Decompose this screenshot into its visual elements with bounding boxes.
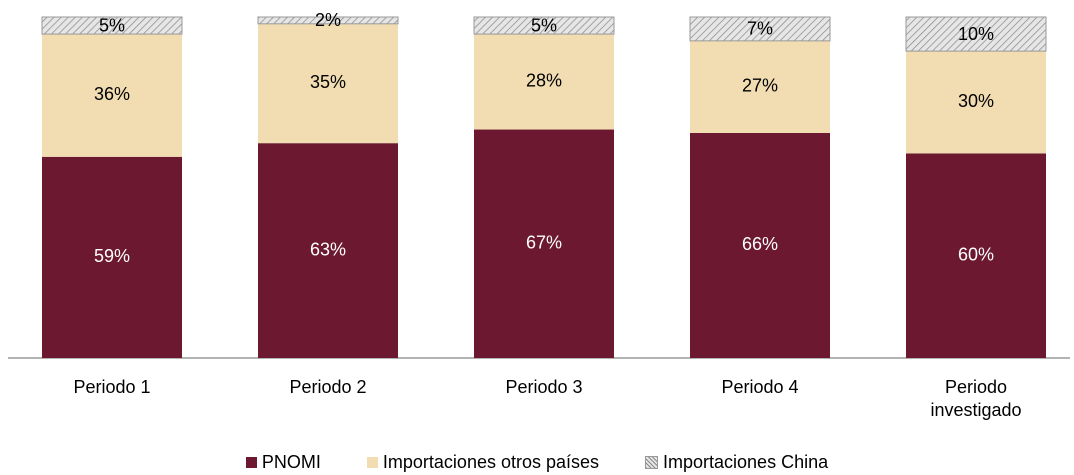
value-label: 10%	[958, 24, 994, 44]
value-label: 30%	[958, 91, 994, 111]
value-label: 28%	[526, 71, 562, 91]
bar-segment	[258, 143, 398, 358]
bar-segment	[258, 23, 398, 144]
value-label: 7%	[747, 19, 773, 39]
value-label: 27%	[742, 76, 778, 96]
value-label: 66%	[742, 234, 778, 254]
value-label: 35%	[310, 72, 346, 92]
bar-segment	[906, 153, 1046, 358]
x-tick-label: Periodo 3	[505, 377, 583, 397]
legend-item: PNOMI	[245, 452, 321, 473]
bar-segment	[690, 132, 830, 358]
bar-segment	[689, 16, 831, 42]
value-label: 67%	[526, 233, 562, 253]
value-label: 63%	[310, 239, 346, 259]
bar-segment	[42, 156, 182, 358]
bar-segment	[474, 129, 614, 358]
legend-label: Importaciones China	[663, 452, 829, 472]
bar-segment	[474, 34, 614, 130]
value-label: 5%	[531, 15, 557, 35]
value-label: 60%	[958, 244, 994, 264]
bar-segment	[906, 51, 1046, 154]
legend-item: Importaciones otros países	[366, 452, 600, 473]
legend-label: Importaciones otros países	[382, 452, 600, 472]
bar-segment	[905, 16, 1047, 52]
value-label: 2%	[315, 10, 341, 30]
bar-segment	[473, 16, 615, 35]
value-label: 5%	[99, 15, 125, 35]
legend-label: PNOMI	[261, 452, 321, 472]
legend-swatch	[645, 456, 659, 469]
bar-segment	[690, 40, 830, 133]
x-tick-label: Periodo 1	[73, 377, 151, 397]
x-tick-label: Periodo 4	[721, 377, 799, 397]
value-label: 36%	[94, 84, 130, 104]
bar-segment	[257, 16, 399, 25]
legend: PNOMI Importaciones otros países Importaci…	[0, 452, 1074, 473]
x-tick-label: Periodo 2	[289, 377, 367, 397]
legend-item: Importaciones China	[645, 452, 828, 473]
legend-swatch	[366, 457, 378, 468]
legend-swatch	[245, 457, 257, 468]
bar-segment	[42, 34, 182, 157]
x-tick-label: Periodo investigado	[930, 377, 1022, 420]
bar-segment	[41, 16, 183, 35]
value-label: 59%	[94, 246, 130, 266]
